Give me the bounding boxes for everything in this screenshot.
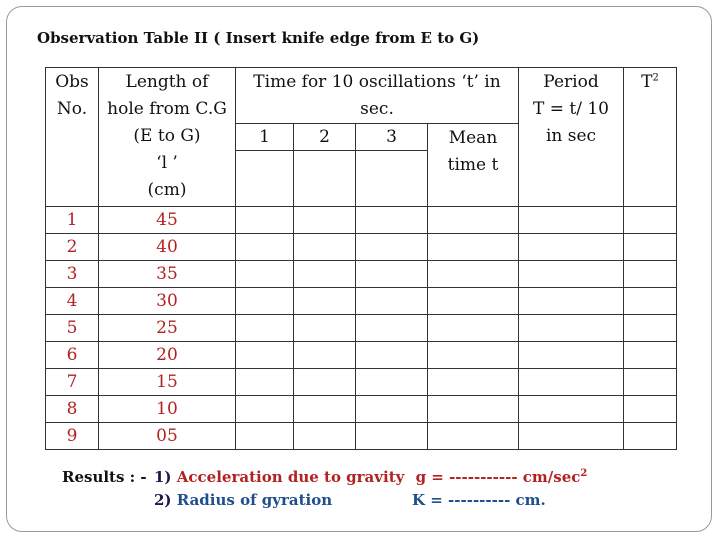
- header-period: Period T = t/ 10 in sec: [518, 67, 624, 207]
- header-t-squared: T2: [623, 67, 677, 207]
- table-row: 8 10: [45, 395, 677, 423]
- slide-frame: [6, 6, 712, 532]
- header-time-3-blank: [355, 150, 428, 207]
- results-prefix: Results : -: [62, 468, 147, 486]
- header-time-2-blank: [293, 150, 356, 207]
- result-gyration: 2) Radius of gyration K = ---------- cm.: [62, 489, 546, 512]
- header-time-1-blank: [235, 150, 294, 207]
- table-row: 4 30: [45, 287, 677, 315]
- header-time-group: Time for 10 oscillations ‘t’ in sec.: [235, 67, 519, 124]
- gyration-label: Radius of gyration: [176, 491, 333, 509]
- gravity-label: Acceleration due to gravity: [176, 468, 405, 486]
- results-section: Results : - 1) Acceleration due to gravi…: [62, 466, 588, 512]
- gravity-formula: g = ----------- cm/sec: [415, 468, 581, 486]
- header-time-3: 3: [355, 123, 428, 151]
- header-time-1: 1: [235, 123, 294, 151]
- header-mean: Mean time t: [427, 123, 519, 207]
- header-obs-no: Obs No.: [45, 67, 99, 207]
- table-heading: Observation Table II ( Insert knife edge…: [37, 29, 480, 47]
- table-row: 5 25: [45, 314, 677, 342]
- header-length: Length of hole from C.G (E to G) ‘l ’ (c…: [98, 67, 236, 207]
- table-row: 6 20: [45, 341, 677, 369]
- table-row: 9 05: [45, 422, 677, 450]
- table-row: 1 45: [45, 206, 677, 234]
- table-row: 2 40: [45, 233, 677, 261]
- table-row: 3 35: [45, 260, 677, 288]
- observation-table: Obs No. Length of hole from C.G (E to G)…: [45, 67, 677, 450]
- gyration-formula: K = ---------- cm.: [412, 491, 546, 509]
- table-row: 7 15: [45, 368, 677, 396]
- result-gravity: Results : - 1) Acceleration due to gravi…: [62, 468, 588, 486]
- header-time-2: 2: [293, 123, 356, 151]
